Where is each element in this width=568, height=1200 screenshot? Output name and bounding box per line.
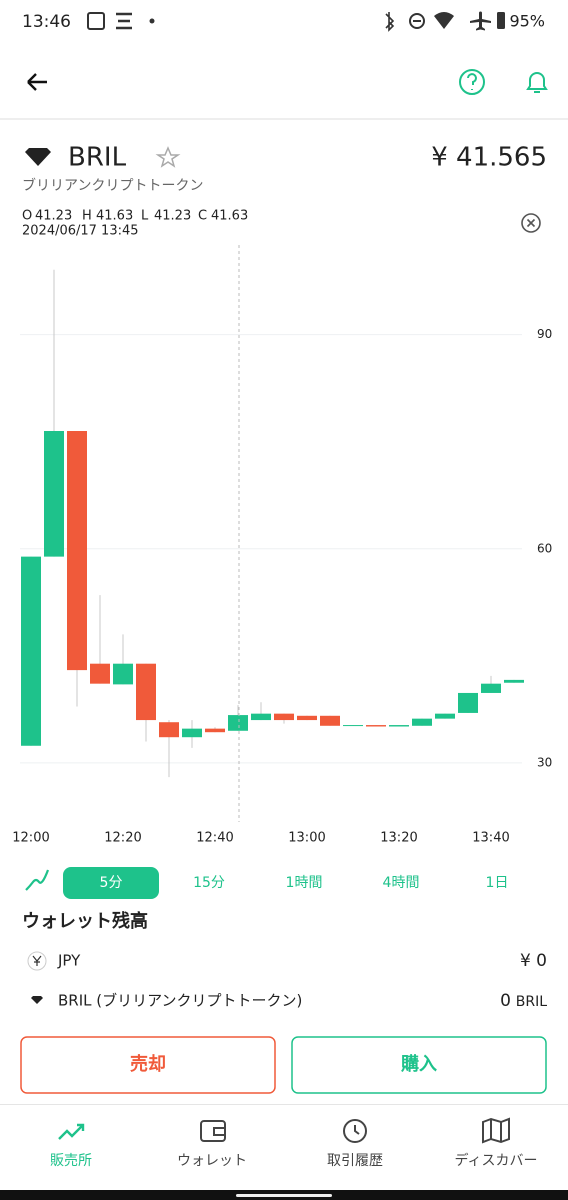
nav-item[interactable]: ウォレット	[177, 1153, 247, 1169]
candle-body	[389, 725, 409, 727]
ohlc-value: 41.23	[154, 209, 191, 224]
wallet-currency: JPY	[57, 952, 81, 970]
help-icon	[467, 73, 477, 90]
battery-level: 95%	[509, 12, 545, 31]
candle-body	[297, 715, 317, 721]
battery-icon	[497, 12, 505, 29]
bluetooth-icon	[385, 12, 395, 32]
candle-body	[205, 728, 225, 733]
close-icon	[526, 218, 536, 228]
x-tick-label: 13:00	[288, 831, 325, 846]
candle-body	[21, 556, 41, 746]
candle-body	[412, 718, 432, 726]
candle-body	[113, 663, 133, 685]
candle-body	[343, 725, 363, 727]
jpy-icon	[27, 951, 47, 971]
x-tick-label: 13:20	[380, 831, 417, 846]
sell-label: 売却	[130, 1053, 166, 1075]
candle-body	[228, 715, 248, 731]
wallet-amount: 0	[500, 991, 511, 1011]
chart: 30 60 90 12:00 12:20 12:40 13:00 13:20 13:40	[12, 269, 552, 846]
candle-body	[458, 692, 478, 713]
asset-name: ブリリアンクリプトトークン	[22, 177, 203, 194]
wallet-title: ウォレット残高	[22, 910, 148, 932]
ohlc-timestamp: 2024/06/17 13:45	[22, 224, 139, 239]
candle-body	[251, 713, 271, 721]
wallet-unit: BRIL	[516, 994, 547, 1010]
sell-button[interactable]	[20, 1036, 276, 1094]
ohlc-value: 41.63	[211, 209, 248, 224]
x-tick-label: 12:40	[196, 831, 233, 846]
x-tick-label: 13:40	[472, 831, 509, 846]
nav-icon	[58, 1123, 85, 1140]
interval-tab[interactable]: 5分	[100, 875, 123, 891]
nav-icon	[343, 1119, 367, 1143]
nav-item[interactable]: 取引履歴	[327, 1153, 383, 1169]
x-tick-label: 12:20	[104, 831, 141, 846]
candle-body	[136, 663, 156, 721]
status-dot	[149, 18, 155, 24]
bril-icon	[31, 996, 43, 1004]
buy-label: 購入	[400, 1053, 437, 1075]
candle-body	[274, 713, 294, 721]
chart-type-button[interactable]	[25, 869, 50, 891]
status-time: 13:46	[22, 12, 71, 32]
status-icon	[87, 12, 105, 30]
wallet-currency: BRIL (ブリリアンクリプトトークン)	[58, 992, 302, 1010]
candle-body	[67, 431, 87, 671]
status-icon	[116, 12, 132, 30]
asset-logo	[25, 148, 51, 166]
bottom-nav: 販売所 ウォレット 取引履歴 ディスカバー	[50, 1152, 538, 1169]
y-tick-label: 30	[537, 755, 552, 769]
candle-body	[182, 728, 202, 738]
interval-tab[interactable]: 4時間	[383, 875, 420, 891]
candle-body	[435, 713, 455, 719]
interval-tabs: 5分 15分 1時間 4時間 1日	[63, 867, 508, 899]
nav-icon	[482, 1117, 510, 1144]
interval-tab-selected[interactable]	[63, 867, 159, 899]
candle-body	[90, 663, 110, 684]
buy-button[interactable]	[291, 1036, 547, 1094]
y-tick-label: 90	[537, 327, 552, 341]
divider	[0, 118, 568, 120]
asset-symbol: BRIL	[68, 143, 127, 173]
nav-item[interactable]: ディスカバー	[454, 1152, 537, 1169]
wallet-amount: ¥ 0	[520, 951, 547, 971]
ohlc-label: O	[22, 209, 32, 224]
nav-icon	[354, 1125, 360, 1135]
nav-item[interactable]: 販売所	[50, 1153, 92, 1169]
ohlc-value: 41.23	[35, 209, 72, 224]
candle-body	[504, 679, 524, 683]
asset-price: ¥ 41.565	[431, 143, 547, 173]
ohlc-value: 41.63	[96, 209, 133, 224]
divider	[0, 1104, 568, 1105]
x-tick-label: 12:00	[12, 831, 49, 846]
ohlc-label: L	[141, 209, 149, 224]
y-tick-label: 60	[537, 541, 552, 555]
candle-body	[159, 722, 179, 738]
wifi-icon	[434, 12, 454, 29]
candle-body	[481, 683, 501, 693]
nav-icon	[213, 1127, 226, 1136]
ohlc-label: C	[198, 209, 207, 224]
back-button[interactable]	[27, 73, 47, 91]
jpy-icon	[32, 955, 42, 966]
ohlc-label: H	[82, 209, 92, 224]
interval-tab[interactable]: 1時間	[286, 875, 323, 891]
candle-body	[320, 715, 340, 726]
notification-button[interactable]	[526, 72, 548, 93]
interval-tab[interactable]: 1日	[486, 875, 509, 891]
candle-body	[366, 725, 386, 727]
gesture-handle	[236, 1194, 332, 1197]
close-crosshair-button[interactable]	[521, 213, 541, 233]
favorite-button[interactable]	[155, 146, 181, 168]
interval-tab[interactable]: 15分	[193, 875, 225, 891]
airplane-icon	[470, 11, 491, 31]
candle-body	[44, 431, 64, 557]
help-button[interactable]	[459, 69, 485, 95]
dnd-icon	[409, 13, 425, 29]
